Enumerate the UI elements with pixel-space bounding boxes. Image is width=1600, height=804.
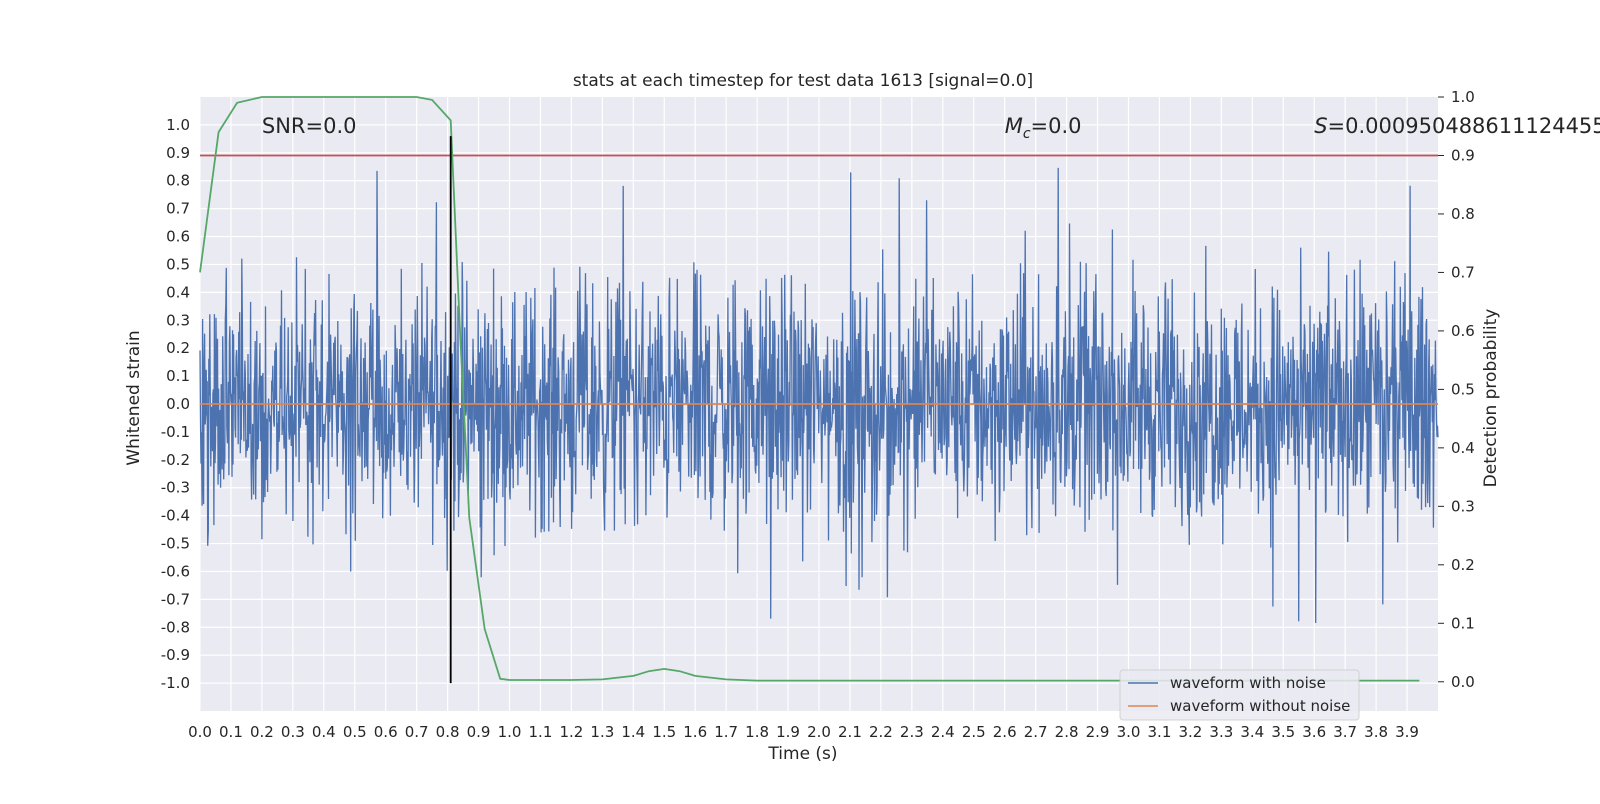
x-tick-label: 0.5 [343, 723, 367, 741]
annotation-0: SNR=0.0 [262, 114, 357, 138]
y-tick-label: -0.8 [161, 618, 190, 636]
x-tick-label: 0.2 [250, 723, 274, 741]
y-tick-label: 0.5 [166, 255, 190, 273]
x-tick-label: 2.5 [962, 723, 986, 741]
x-tick-label: 3.5 [1271, 723, 1295, 741]
annotation-1: Mc=0.0 [1005, 114, 1082, 142]
waveform-with-noise-line [199, 167, 1439, 624]
y-tick-label: -0.3 [161, 479, 190, 497]
x-tick-label: 1.2 [559, 723, 583, 741]
x-tick-label: 1.3 [590, 723, 614, 741]
x-tick-label: 0.3 [281, 723, 305, 741]
x-tick-label: 2.3 [900, 723, 924, 741]
y2-tick-label: 0.9 [1451, 146, 1475, 164]
y-tick-label: 0.3 [166, 311, 190, 329]
x-tick-label: 0.8 [436, 723, 460, 741]
x-tick-label: 3.2 [1178, 723, 1202, 741]
x-tick-label: 3.9 [1395, 723, 1419, 741]
x-tick-label: 3.4 [1240, 723, 1264, 741]
legend-box [1119, 669, 1360, 721]
x-tick-label: 3.6 [1302, 723, 1326, 741]
y2-axis-label: Detection probability [1481, 309, 1501, 488]
y-tick-label: 0.2 [166, 339, 190, 357]
x-tick-label: 1.5 [652, 723, 676, 741]
x-tick-label: 0.9 [467, 723, 491, 741]
y2-tick-label: 0.0 [1451, 673, 1475, 691]
x-tick-label: 1.1 [529, 723, 553, 741]
y-tick-label: -0.4 [161, 507, 190, 525]
y-tick-label: -0.7 [161, 590, 190, 608]
x-tick-label: 0.0 [188, 723, 212, 741]
y-tick-label: 0.8 [166, 172, 190, 190]
y-tick-label: -0.9 [161, 646, 190, 664]
y-tick-label: 0.7 [166, 200, 190, 218]
x-tick-label: 2.6 [993, 723, 1017, 741]
x-tick-label: 2.1 [838, 723, 862, 741]
x-tick-label: 0.7 [405, 723, 429, 741]
x-tick-label: 3.1 [1148, 723, 1172, 741]
y2-tick-labels: 1.0 0.9 0.8 0.7 0.6 0.5 0.4 0.3 0.2 0.1 0.0 [1438, 88, 1475, 691]
y2-tick-label: 1.0 [1451, 88, 1475, 106]
y2-tick-label: 0.3 [1451, 497, 1475, 515]
y2-tick-label: 0.6 [1451, 322, 1475, 340]
x-axis-label: Time (s) [767, 744, 837, 764]
y2-tick-label: 0.7 [1451, 263, 1475, 281]
x-tick-label: 0.1 [219, 723, 243, 741]
y-tick-label: -1.0 [161, 674, 190, 692]
y-axis-label: Whitened strain [124, 330, 144, 465]
annotations: SNR=0.0 Mc=0.0 S=0.000950488611124455 [262, 114, 1600, 142]
x-tick-label: 2.4 [931, 723, 955, 741]
y2-tick-label: 0.4 [1451, 439, 1475, 457]
y2-tick-label: 0.2 [1451, 556, 1475, 574]
series-lines [199, 96, 1438, 684]
x-tick-label: 0.4 [312, 723, 336, 741]
y-tick-label: 0.4 [166, 283, 190, 301]
detection-probability-line [199, 96, 1420, 682]
annotation-2: S=0.000950488611124455 [1314, 114, 1600, 138]
x-tick-labels: 0.0 0.1 0.2 0.3 0.4 0.5 0.6 0.7 0.8 0.9 1.0 1.1 1.2 1… [188, 723, 1419, 741]
x-tick-label: 0.6 [374, 723, 398, 741]
x-tick-label: 1.7 [714, 723, 738, 741]
y-tick-label: 0.0 [166, 395, 190, 413]
x-tick-label: 1.9 [776, 723, 800, 741]
legend-label-no-noise: waveform without noise [1170, 697, 1350, 715]
y-tick-label: -0.2 [161, 451, 190, 469]
series-waveform-with-noise [199, 167, 1439, 624]
x-tick-label: 2.7 [1024, 723, 1048, 741]
x-tick-label: 2.2 [869, 723, 893, 741]
y-tick-label: -0.5 [161, 535, 190, 553]
y-tick-label: 0.1 [166, 367, 190, 385]
y-tick-label: -0.1 [161, 423, 190, 441]
y-tick-label: -0.6 [161, 562, 190, 580]
x-tick-label: 1.6 [683, 723, 707, 741]
legend-label-noise: waveform with noise [1170, 674, 1326, 692]
x-tick-label: 2.0 [807, 723, 831, 741]
x-tick-label: 1.0 [498, 723, 522, 741]
chart-title: stats at each timestep for test data 161… [573, 71, 1033, 91]
x-tick-label: 2.8 [1055, 723, 1079, 741]
x-tick-label: 1.8 [745, 723, 769, 741]
x-tick-label: 3.7 [1333, 723, 1357, 741]
y-tick-labels: 1.0 0.9 0.8 0.7 0.6 0.5 0.4 0.3 0.2 0.1 0.0 -0.1 -0.… [161, 116, 190, 692]
x-tick-label: 1.4 [621, 723, 645, 741]
x-tick-label: 3.3 [1209, 723, 1233, 741]
legend: waveform with noise waveform without noi… [1119, 669, 1360, 721]
y-tick-label: 1.0 [166, 116, 190, 134]
y2-tick-label: 0.8 [1451, 205, 1475, 223]
y-tick-label: 0.6 [166, 228, 190, 246]
x-tick-label: 2.9 [1086, 723, 1110, 741]
y2-tick-label: 0.1 [1451, 614, 1475, 632]
x-tick-label: 3.8 [1364, 723, 1388, 741]
y2-tick-label: 0.5 [1451, 380, 1475, 398]
x-tick-label: 3.0 [1117, 723, 1141, 741]
y-tick-label: 0.9 [166, 144, 190, 162]
